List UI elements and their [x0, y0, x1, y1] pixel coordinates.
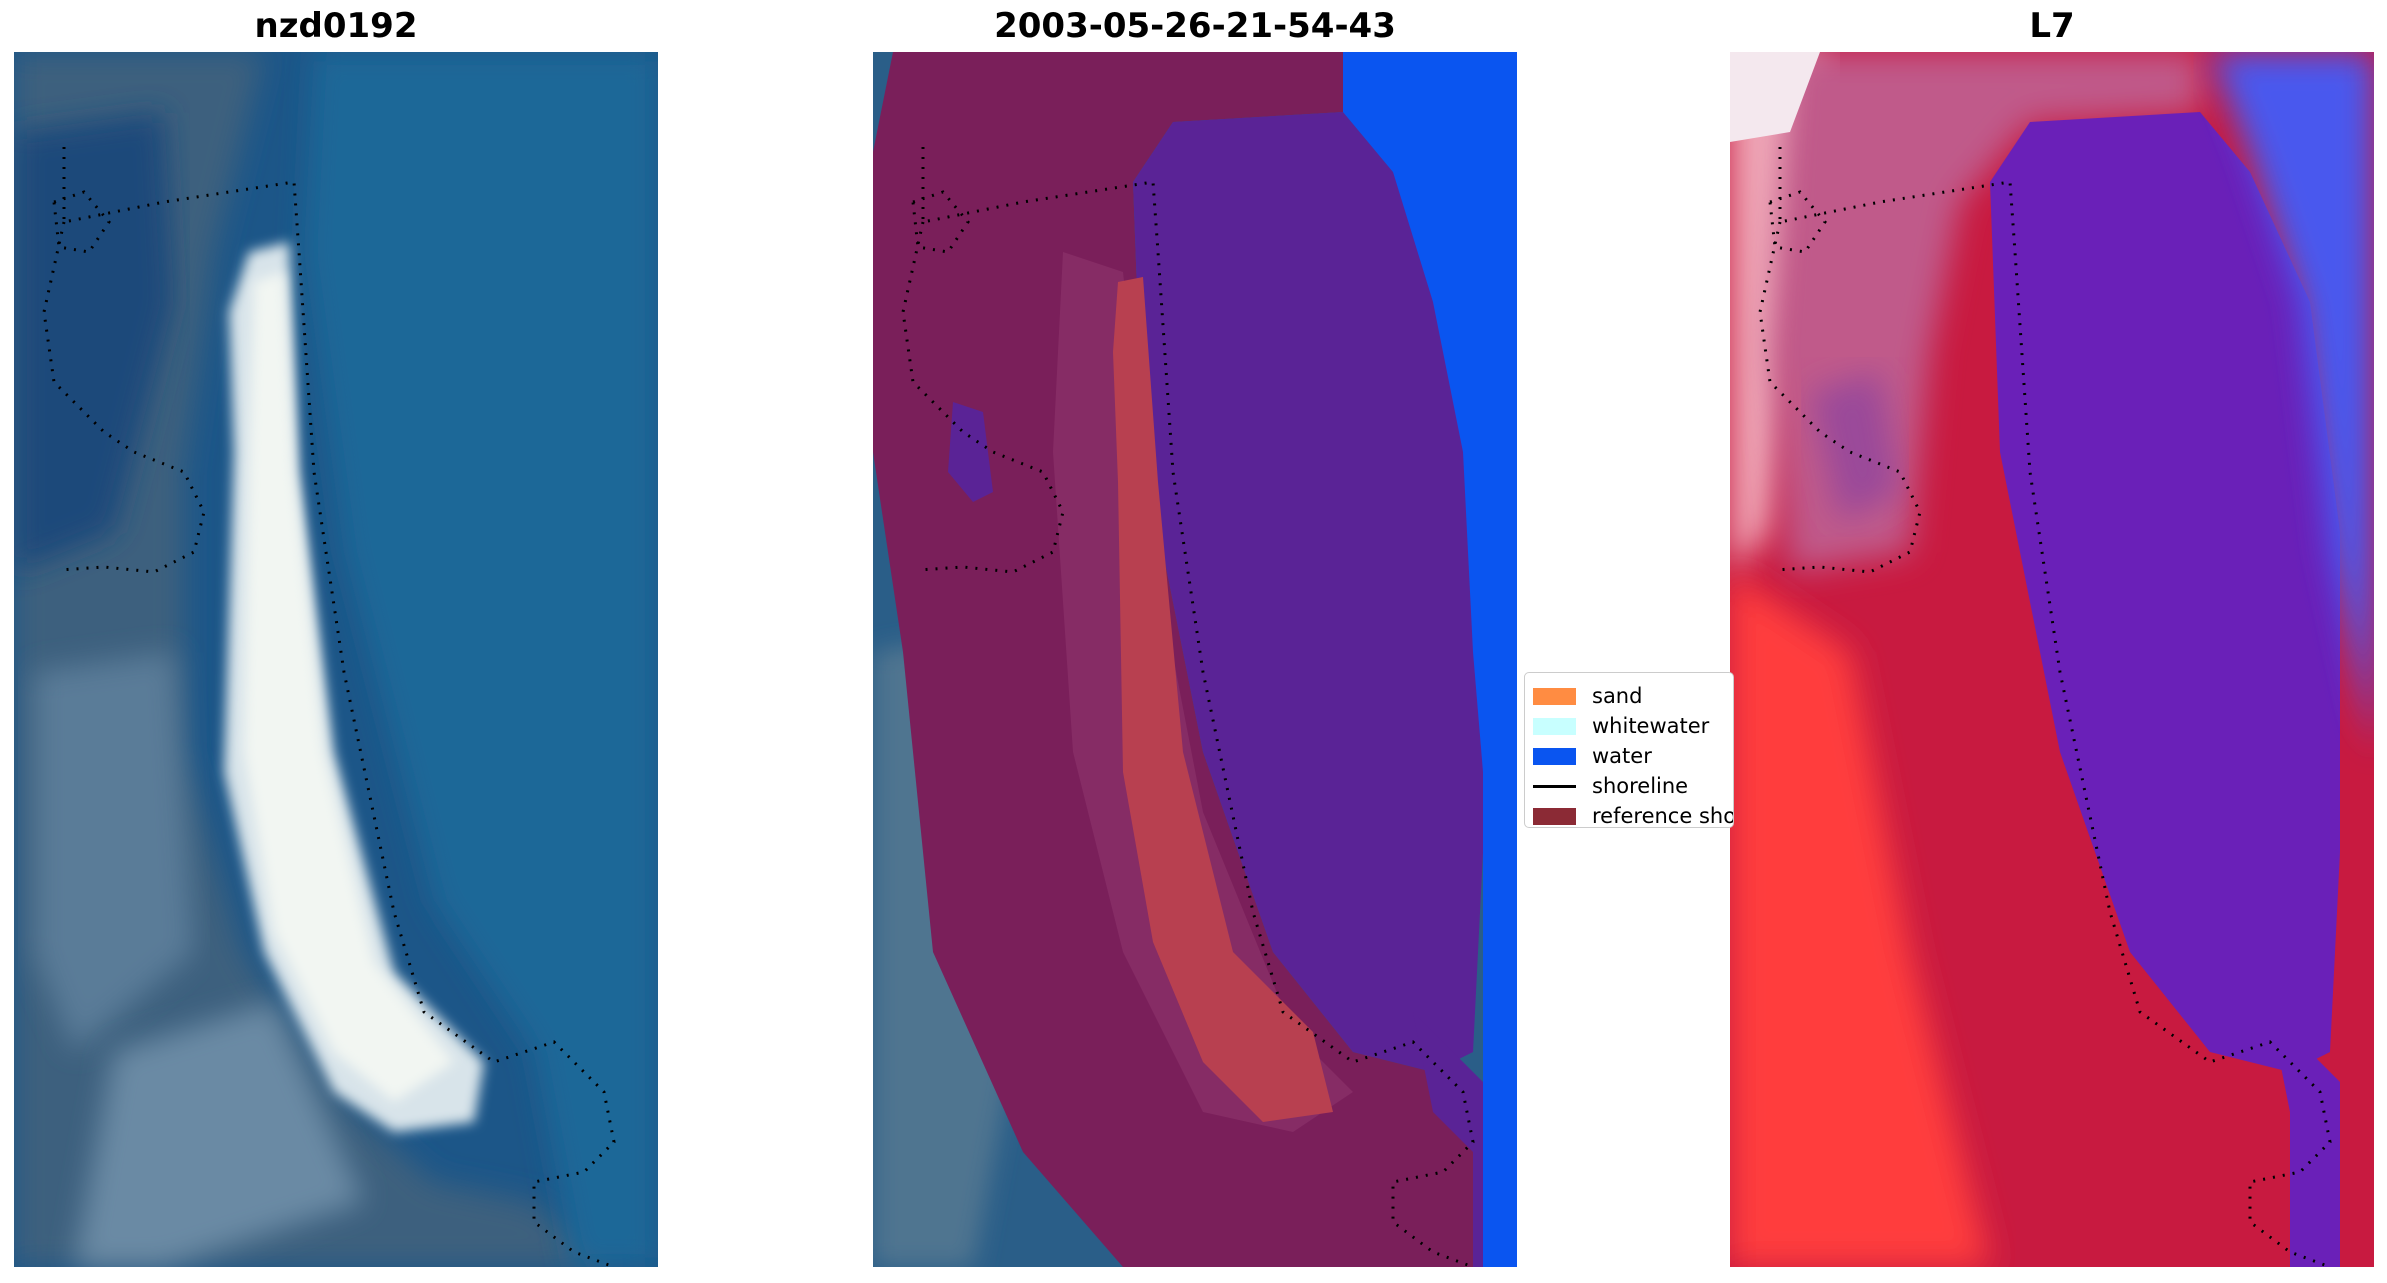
rgb-image-panel [14, 52, 658, 1267]
shoreline-line [1533, 784, 1576, 788]
classified-image-panel [873, 52, 1517, 1267]
legend-item-whitewater: whitewater [1533, 713, 1709, 739]
legend-label-shoreline: shoreline [1592, 774, 1689, 798]
legend: sand whitewater water shoreline referenc… [1524, 672, 1734, 828]
sand-swatch [1533, 687, 1576, 705]
legend-label-whitewater: whitewater [1592, 714, 1710, 738]
panel-title-date: 2003-05-26-21-54-43 [994, 6, 1396, 46]
legend-label-water: water [1592, 744, 1652, 768]
legend-label-reference-shoreline: reference shoreline buffer [1592, 804, 1733, 828]
whitewater-swatch [1533, 717, 1576, 735]
legend-item-water: water [1533, 743, 1652, 769]
reference-shoreline-swatch [1533, 807, 1576, 825]
index-image [1730, 52, 2374, 1267]
legend-item-sand: sand [1533, 683, 1642, 709]
classified-image [873, 52, 1517, 1267]
panel-title-rgb: nzd0192 [254, 6, 418, 46]
water-swatch [1533, 747, 1576, 765]
rgb-image [14, 52, 658, 1267]
index-image-panel [1730, 52, 2374, 1267]
legend-item-reference-shoreline: reference shoreline buffer [1533, 803, 1733, 828]
legend-label-sand: sand [1592, 684, 1643, 708]
panel-title-sensor: L7 [2029, 6, 2075, 46]
legend-item-shoreline: shoreline [1533, 773, 1688, 799]
